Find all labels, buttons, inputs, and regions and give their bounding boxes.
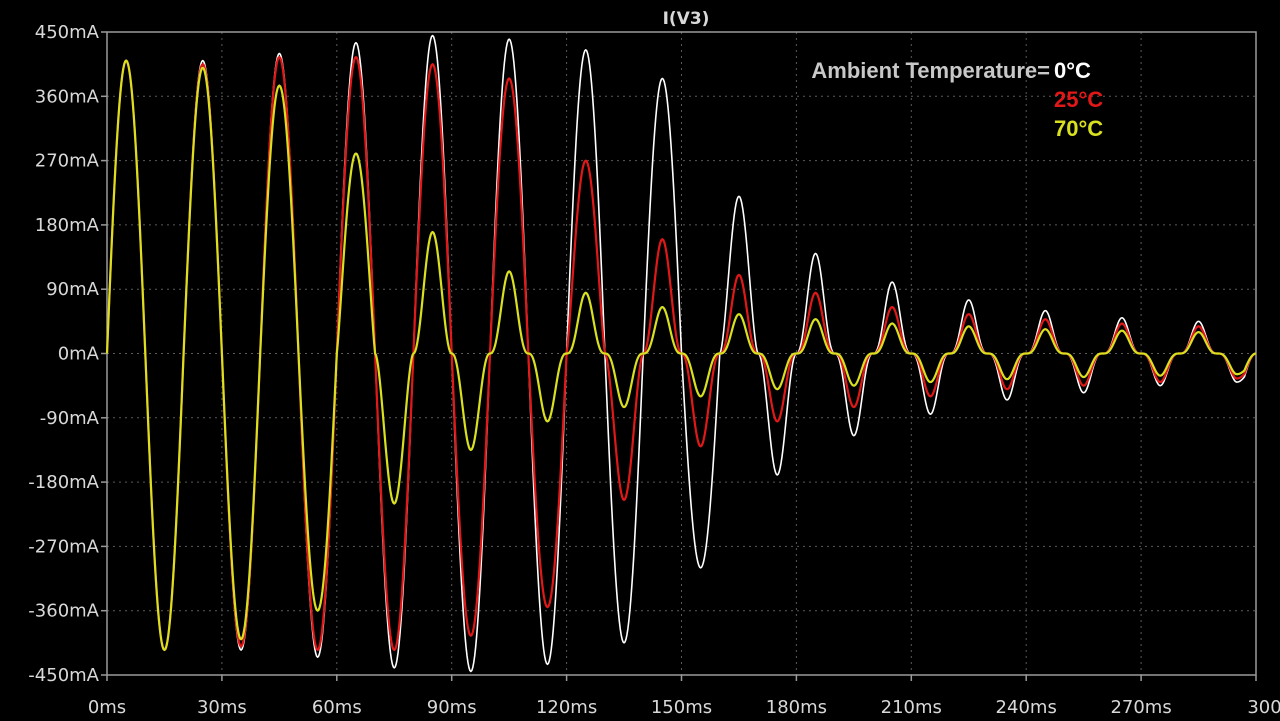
- y-tick-label: 450mA: [35, 22, 100, 43]
- y-tick-label: 0mA: [58, 344, 100, 365]
- y-tick-label: 180mA: [35, 215, 100, 236]
- series-line: [105, 59, 1257, 652]
- y-tick-label: 360mA: [35, 86, 100, 107]
- x-tick-label: 300ms: [1247, 697, 1280, 718]
- x-tick-label: 270ms: [1110, 697, 1171, 718]
- y-axis-ticks: 450mA 360mA 270mA 180mA 90mA 0mA -90mA -180mA -2…: [28, 22, 107, 686]
- legend-title: Ambient Temperature=: [811, 58, 1050, 83]
- x-tick-label: 90ms: [427, 697, 477, 718]
- x-axis-ticks: 0ms 30ms 60ms 90ms 120ms 150ms 180ms 210ms 240ms…: [88, 675, 1280, 718]
- legend-entry: 0°C: [1054, 58, 1091, 83]
- x-tick-label: 240ms: [996, 697, 1057, 718]
- y-tick-label: 90mA: [46, 279, 99, 300]
- legend: Ambient Temperature= 0°C 25°C 70°C: [811, 58, 1103, 141]
- x-tick-label: 0ms: [88, 697, 126, 718]
- series-traces: [105, 34, 1257, 673]
- legend-entry: 25°C: [1054, 87, 1103, 112]
- x-tick-label: 30ms: [197, 697, 247, 718]
- x-tick-label: 150ms: [651, 697, 712, 718]
- x-tick-label: 180ms: [766, 697, 827, 718]
- x-tick-label: 60ms: [312, 697, 362, 718]
- chart-title: I(V3): [663, 9, 710, 29]
- x-tick-label: 210ms: [881, 697, 942, 718]
- y-tick-label: -270mA: [28, 536, 99, 557]
- y-tick-label: -360mA: [28, 601, 99, 622]
- x-tick-label: 120ms: [536, 697, 597, 718]
- y-tick-label: -450mA: [28, 665, 99, 686]
- y-tick-label: -180mA: [28, 472, 99, 493]
- legend-entry: 70°C: [1054, 116, 1103, 141]
- y-tick-label: -90mA: [40, 408, 100, 429]
- grid-lines: [107, 32, 1256, 675]
- y-tick-label: 270mA: [35, 151, 100, 172]
